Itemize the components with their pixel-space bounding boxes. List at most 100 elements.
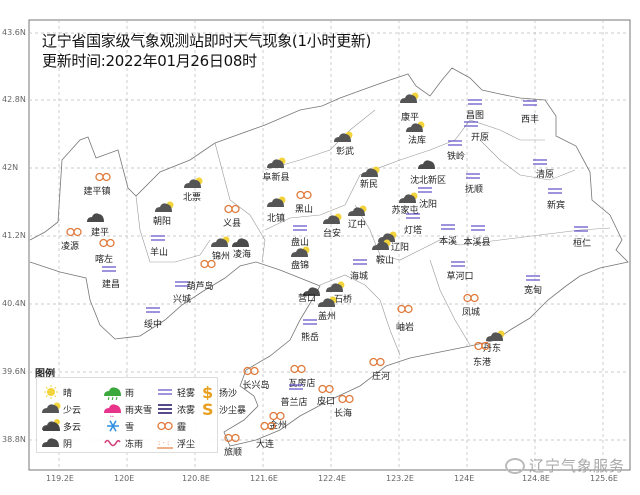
light-fog-icon (471, 225, 485, 231)
lon-tick-label: 120.8E (182, 474, 210, 483)
station-label: 沈阳 (419, 198, 437, 210)
light-fog-icon (441, 224, 455, 230)
station-marker: 辽中 (348, 205, 367, 230)
legend-label: 雨 (125, 388, 135, 399)
haze-icon (369, 357, 385, 367)
dense-fog-icon (158, 404, 172, 414)
legend-item-light-fog: 轻雾 (155, 384, 195, 400)
legend-label: 沙尘暴 (219, 405, 247, 416)
light-fog-icon (303, 319, 317, 325)
freezing-rain-icon (104, 439, 121, 447)
station-marker: 营口 (298, 287, 320, 304)
station-label: 沈北新区 (410, 174, 446, 186)
light-fog-icon (102, 266, 116, 272)
station-label: 锦州 (212, 250, 230, 262)
station-label: 阜新县 (262, 171, 289, 183)
station-label: 本溪 (439, 235, 457, 247)
station-marker: 海城 (350, 259, 368, 282)
station-label: 皮口 (317, 395, 335, 407)
station-label: 盘山 (291, 236, 309, 248)
station-marker: 开原 (464, 121, 489, 143)
station-marker: 新宾 (547, 188, 565, 211)
few-clouds-icon (267, 196, 286, 207)
haze-icon (157, 421, 173, 431)
station-marker: 喀左 (95, 238, 115, 265)
haze-icon (296, 190, 312, 200)
haze-icon (463, 293, 479, 303)
light-fog-icon (526, 275, 540, 281)
station-marker: 彰武 (334, 131, 354, 157)
light-fog-icon (146, 307, 160, 313)
station-label: 盖州 (318, 310, 336, 322)
lon-tick-label: 121.6E (250, 474, 278, 483)
station-marker: 东港 (473, 341, 491, 368)
light-fog-icon (468, 99, 482, 105)
city-boundaries (135, 109, 611, 356)
station-marker: 辽阳 (378, 231, 409, 253)
legend-item-partly-cloudy: 多云 (41, 418, 81, 434)
station-marker: 石桥 (326, 281, 352, 305)
station-marker: 康平 (400, 92, 419, 123)
station-label: 东港 (473, 356, 491, 368)
station-marker: 大连 (256, 421, 276, 450)
few-clouds-icon (372, 239, 391, 250)
light-fog-icon (533, 159, 547, 165)
snow-icon (107, 420, 119, 432)
station-label: 桓仁 (573, 237, 591, 249)
legend-item-sleet: /* 雨夹雪 (103, 401, 152, 417)
map-title: 辽宁省国家级气象观测站即时天气现象(1小时更新) (42, 32, 372, 50)
station-label: 庄河 (372, 370, 390, 382)
station-label: 法库 (408, 134, 426, 146)
station-label: 盘锦 (291, 259, 309, 271)
lon-tick-label: 122.4E (318, 474, 346, 483)
svg-text:S: S (202, 401, 214, 417)
haze-icon (318, 384, 334, 394)
station-label: 普兰店 (280, 396, 307, 408)
light-fog-icon (464, 121, 478, 127)
station-marker: 普兰店 (280, 384, 308, 408)
station-marker: 沈阳 (418, 187, 437, 210)
station-label: 新民 (360, 178, 378, 190)
lon-tick-label: 124.8E (522, 474, 550, 483)
station-marker: 丹东 (483, 330, 505, 354)
haze-icon (224, 204, 240, 214)
legend-label: 少云 (63, 405, 82, 416)
legend-item-rain: 雨 (103, 384, 134, 400)
few-clouds-icon (400, 92, 419, 103)
legend-item-haze: 霾 (155, 418, 186, 434)
legend-title: 图例 (35, 369, 55, 380)
legend-label: 雪 (125, 422, 135, 433)
legend-item-snow: 雪 (103, 418, 134, 434)
legend-label: 浮尘 (177, 439, 196, 450)
station-marker: 长海 (334, 394, 354, 419)
few-clouds-icon (326, 281, 345, 292)
station-label: 岫岩 (396, 321, 414, 333)
lon-tick-label: 125.6E (590, 474, 618, 483)
station-marker: 盘山 (291, 225, 309, 248)
light-fog-icon (406, 213, 420, 219)
floating-dust-icon: : · : (157, 439, 173, 449)
station-marker: 西丰 (521, 100, 539, 125)
svg-text:$: $ (202, 384, 213, 400)
watermark: 辽宁气象服务 (505, 455, 625, 476)
station-marker: 清原 (533, 159, 554, 180)
station-marker: 法库 (406, 121, 426, 146)
few-clouds-icon (211, 236, 230, 247)
station-marker: 熊岳 (301, 319, 319, 343)
few-clouds-icon (42, 402, 61, 413)
station-label: 康平 (401, 111, 419, 123)
station-marker: 铁岭 (447, 140, 465, 162)
station-marker: 北票 (183, 177, 203, 203)
haze-icon (290, 364, 306, 374)
light-fog-icon (418, 187, 432, 193)
haze-icon (200, 259, 216, 269)
legend-item-few-clouds: 少云 (41, 401, 81, 417)
station-label: 彰武 (336, 145, 354, 157)
station-label: 灯塔 (404, 224, 422, 236)
station-marker: 建昌 (102, 266, 120, 290)
light-fog-icon (523, 100, 537, 106)
light-fog-icon (289, 384, 303, 390)
station-marker: 凤城 (462, 293, 480, 318)
legend-item-freezing-rain: 冻雨 (103, 435, 143, 451)
